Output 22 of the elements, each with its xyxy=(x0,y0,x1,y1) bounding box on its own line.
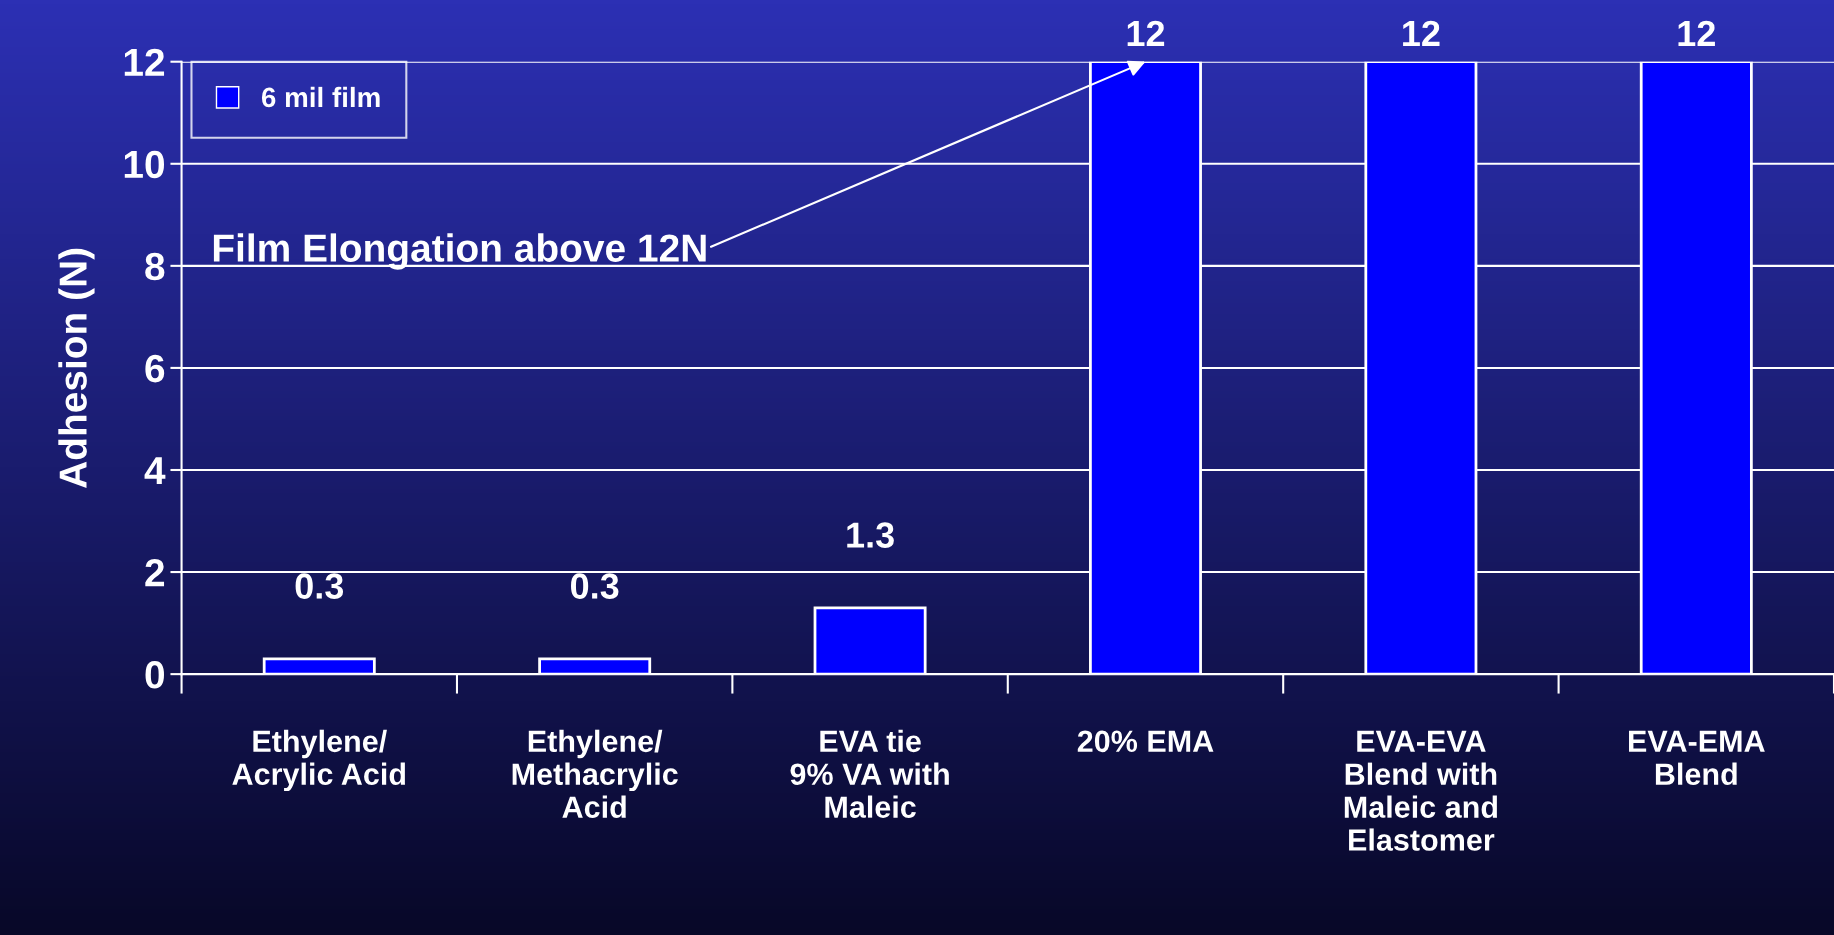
data-label: 0.3 xyxy=(571,573,619,599)
y-tick-label: 4 xyxy=(144,457,166,485)
x-tick-label: 20% EMA xyxy=(1077,730,1214,753)
x-tick-label: EVA-EMA Blend xyxy=(1629,730,1765,786)
x-tick-label: EVA-EVA Blend with Maleic and Elastomer xyxy=(1344,730,1497,851)
y-tick-label: 0 xyxy=(145,661,164,689)
data-label: 12 xyxy=(1127,20,1165,46)
data-label: 12 xyxy=(1678,20,1715,46)
data-label: 0.3 xyxy=(295,573,344,599)
data-label: 1.3 xyxy=(847,522,894,548)
x-tick-label: Ethylene/ Acrylic Acid xyxy=(232,729,405,792)
y-tick-label: 6 xyxy=(145,354,165,383)
data-label: 12 xyxy=(1403,20,1440,46)
x-tick-label: EVA tie 9% VA with Maleic xyxy=(790,729,949,818)
y-tick-label: 2 xyxy=(145,559,165,587)
y-axis-title: Adhesion (N) xyxy=(58,248,95,488)
y-tick-label: 10 xyxy=(124,150,164,179)
x-tick-label: Ethylene/ Methacrylic Acid xyxy=(512,729,678,818)
y-tick-label: 12 xyxy=(124,48,165,76)
annotation: Film Elongation above 12N xyxy=(213,233,706,270)
y-tick-label: 8 xyxy=(145,252,165,281)
legend-label: 6 mil film xyxy=(261,86,380,108)
